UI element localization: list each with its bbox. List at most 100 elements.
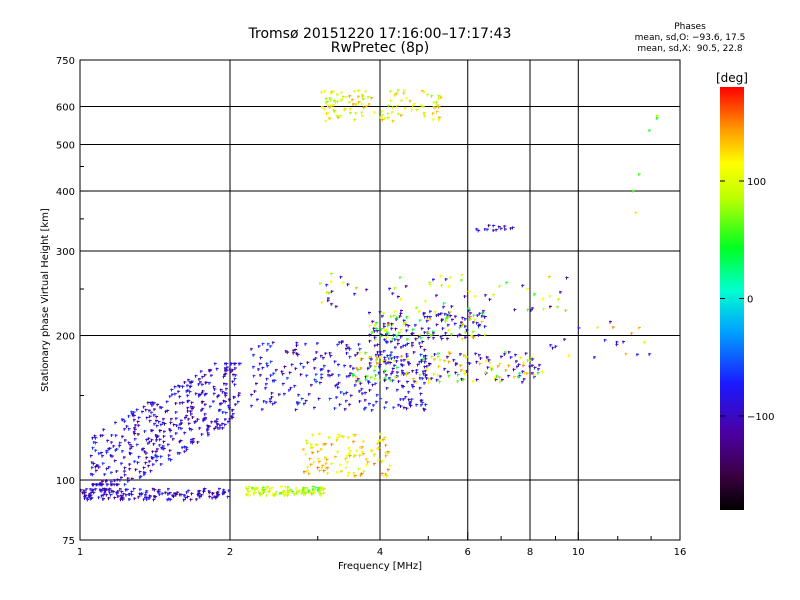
data-point bbox=[214, 362, 216, 366]
data-point bbox=[328, 436, 330, 440]
data-point bbox=[533, 292, 535, 296]
data-point bbox=[421, 401, 423, 405]
data-point bbox=[396, 316, 398, 320]
data-point bbox=[373, 462, 375, 466]
data-point bbox=[128, 463, 130, 467]
data-point bbox=[272, 402, 274, 406]
data-point bbox=[195, 392, 197, 396]
data-point bbox=[237, 400, 239, 404]
data-point bbox=[185, 414, 187, 418]
data-point bbox=[266, 348, 268, 352]
data-point bbox=[303, 402, 305, 406]
data-point bbox=[145, 438, 147, 442]
data-point bbox=[144, 493, 146, 497]
data-point bbox=[91, 461, 93, 465]
data-point bbox=[340, 91, 342, 95]
data-point bbox=[380, 439, 381, 442]
data-point bbox=[435, 294, 437, 298]
data-point bbox=[449, 314, 451, 318]
data-point bbox=[396, 104, 398, 108]
data-point bbox=[269, 487, 271, 491]
data-point bbox=[156, 455, 158, 459]
data-point bbox=[375, 327, 377, 331]
y-tick-label: 500 bbox=[56, 141, 75, 152]
data-point bbox=[361, 102, 362, 106]
data-point bbox=[226, 362, 227, 366]
data-point bbox=[403, 406, 405, 410]
data-point bbox=[385, 340, 387, 344]
data-point bbox=[201, 375, 203, 379]
data-point bbox=[319, 282, 321, 286]
data-point bbox=[164, 422, 165, 426]
data-point bbox=[406, 380, 408, 384]
data-point bbox=[513, 368, 514, 372]
data-point bbox=[248, 494, 250, 497]
data-point bbox=[518, 363, 519, 367]
data-point bbox=[391, 111, 393, 114]
data-point bbox=[636, 353, 638, 357]
data-point bbox=[333, 109, 335, 113]
data-point bbox=[88, 495, 90, 499]
data-point bbox=[185, 496, 186, 500]
data-point bbox=[437, 355, 439, 359]
data-point bbox=[110, 434, 112, 437]
data-point bbox=[306, 469, 308, 473]
data-point bbox=[176, 491, 178, 495]
data-point bbox=[335, 396, 337, 400]
data-point bbox=[352, 440, 354, 444]
data-point bbox=[123, 427, 125, 431]
data-point bbox=[348, 94, 350, 98]
data-point bbox=[486, 355, 488, 359]
data-point bbox=[438, 97, 440, 101]
data-point bbox=[443, 367, 445, 371]
data-point bbox=[460, 369, 462, 372]
data-point bbox=[320, 448, 322, 451]
data-point bbox=[432, 112, 434, 116]
data-point bbox=[405, 343, 407, 347]
data-point bbox=[348, 403, 350, 407]
data-point bbox=[227, 495, 229, 499]
data-point bbox=[308, 472, 310, 476]
data-point bbox=[149, 419, 151, 423]
data-point bbox=[174, 392, 176, 396]
data-point bbox=[401, 372, 402, 376]
data-point bbox=[303, 470, 305, 474]
data-point bbox=[358, 100, 360, 104]
data-point bbox=[534, 366, 536, 370]
data-point bbox=[99, 481, 101, 485]
data-point bbox=[387, 112, 389, 116]
data-point bbox=[371, 449, 373, 453]
data-point bbox=[402, 344, 404, 348]
data-point bbox=[331, 373, 333, 377]
data-point bbox=[325, 466, 327, 470]
data-point bbox=[305, 452, 306, 456]
data-point bbox=[265, 486, 267, 490]
data-point bbox=[549, 294, 551, 298]
data-point bbox=[462, 378, 464, 382]
data-point bbox=[420, 399, 422, 403]
data-point bbox=[163, 435, 165, 439]
data-point bbox=[383, 474, 385, 478]
data-point bbox=[209, 405, 211, 409]
data-point bbox=[397, 295, 399, 299]
data-point bbox=[340, 391, 342, 394]
data-point bbox=[464, 372, 466, 376]
data-point bbox=[98, 452, 100, 456]
data-point bbox=[100, 489, 102, 493]
data-point bbox=[327, 104, 328, 108]
data-point bbox=[396, 388, 398, 392]
data-point bbox=[137, 495, 139, 499]
data-point bbox=[364, 406, 366, 410]
data-point bbox=[386, 336, 387, 340]
data-point bbox=[190, 438, 192, 442]
data-point bbox=[442, 327, 443, 331]
data-point bbox=[187, 489, 189, 493]
data-point bbox=[472, 336, 474, 340]
data-point bbox=[379, 310, 381, 314]
data-point bbox=[123, 470, 125, 474]
data-point bbox=[448, 374, 449, 378]
data-point bbox=[389, 379, 391, 382]
data-point bbox=[141, 448, 143, 452]
data-point bbox=[438, 380, 440, 384]
data-point bbox=[484, 333, 486, 337]
